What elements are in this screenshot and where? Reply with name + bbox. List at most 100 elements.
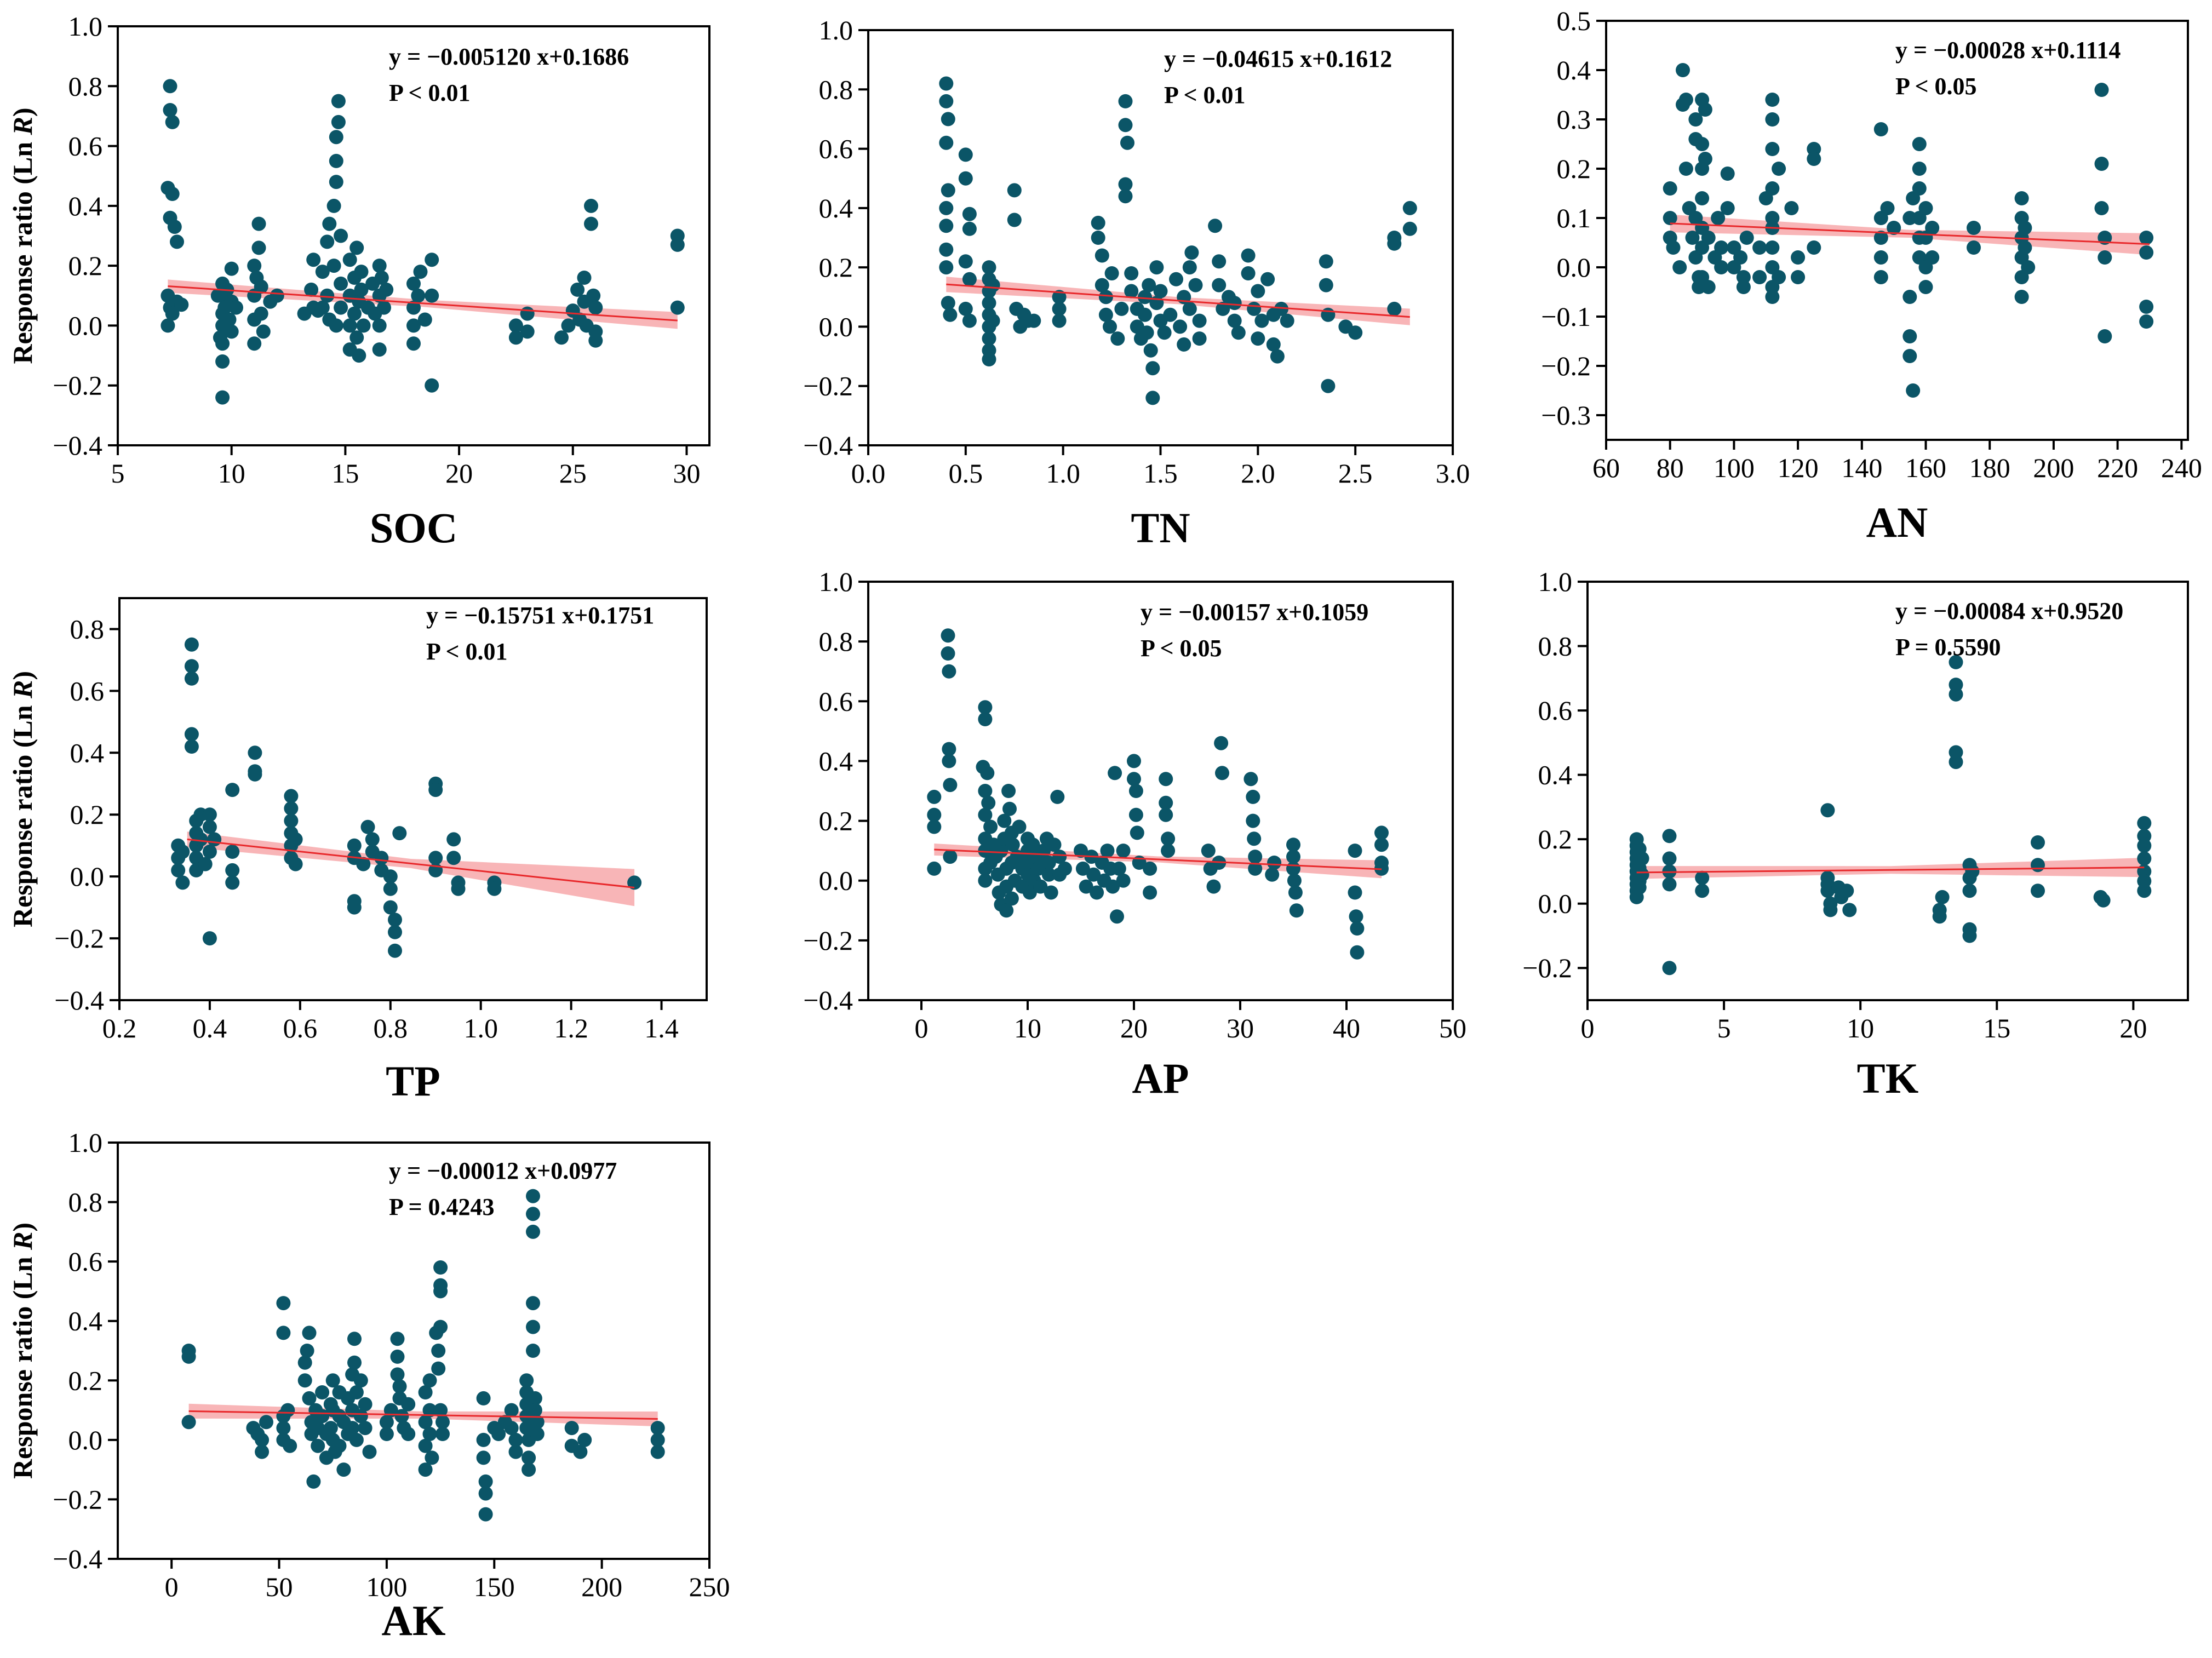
ap-data-point (1022, 885, 1037, 900)
ak-data-point (276, 1326, 291, 1340)
soc-data-point (270, 288, 284, 303)
ap-data-point (1348, 885, 1362, 900)
soc-data-point (352, 348, 366, 363)
ak-y-tick-label: −0.2 (53, 1484, 102, 1514)
soc-data-point (670, 300, 685, 315)
soc-data-point (425, 288, 439, 303)
an-data-point (1720, 167, 1735, 181)
tp-data-point (356, 857, 371, 871)
tk-y-tick-label: 0.2 (1538, 824, 1573, 854)
tn-data-point (1188, 278, 1203, 292)
an-data-point (1695, 137, 1710, 151)
ak-x-tick-label: 100 (366, 1571, 407, 1602)
tn-data-point (1027, 313, 1041, 328)
soc-data-point (349, 330, 364, 345)
ap-y-tick-label: 1.0 (819, 566, 853, 597)
an-p-value-label: P < 0.05 (1895, 73, 1977, 100)
ak-data-point (276, 1421, 291, 1436)
ap-data-point (978, 784, 993, 798)
tn-data-point (941, 112, 955, 127)
soc-x-tick-label: 10 (218, 458, 245, 489)
ak-data-point (431, 1361, 446, 1376)
soc-data-point (167, 220, 182, 234)
soc-data-point (174, 297, 189, 312)
tn-data-point (1138, 307, 1152, 322)
an-data-point (1887, 221, 1901, 235)
soc-data-point (213, 330, 227, 345)
ak-data-point (390, 1332, 405, 1346)
ak-data-point (311, 1438, 325, 1453)
tp-y-tick-label: −0.4 (54, 985, 104, 1016)
ak-data-point (315, 1385, 330, 1399)
tk-data-point (1935, 890, 1950, 904)
tn-data-point (943, 307, 958, 322)
an-data-point (1695, 191, 1710, 205)
soc-data-point (170, 234, 184, 249)
ap-data-point (1127, 772, 1141, 787)
ak-data-point (422, 1427, 437, 1441)
ap-data-point (1012, 819, 1027, 834)
tp-x-tick-label: 0.2 (102, 1013, 137, 1043)
ap-data-point (1047, 837, 1062, 852)
ak-data-point (353, 1373, 368, 1388)
tk-x-tick-label: 5 (1717, 1013, 1731, 1043)
an-data-point (1698, 152, 1712, 166)
tp-plot-frame (118, 597, 708, 1001)
tn-x-tick-label: 0.0 (851, 458, 886, 489)
ap-data-point (1052, 850, 1067, 864)
tk-y-tick-label: 1.0 (1538, 566, 1573, 597)
an-x-tick-label: 160 (1905, 452, 1946, 483)
ap-x-axis-title: AP (1132, 1054, 1189, 1102)
ap-data-point (1050, 789, 1065, 804)
ap-data-point (1041, 867, 1056, 882)
ak-data-point (347, 1355, 362, 1370)
tp-data-point (388, 913, 402, 927)
tp-data-point (428, 783, 443, 798)
ak-data-point (401, 1427, 416, 1441)
ak-data-point (345, 1421, 360, 1436)
tp-data-point (383, 881, 398, 896)
tn-data-point (1091, 231, 1105, 245)
soc-data-point (417, 312, 432, 327)
soc-data-point (331, 94, 346, 108)
soc-data-point (163, 79, 177, 94)
ap-data-point (1349, 909, 1363, 924)
ap-x-tick-label: 30 (1227, 1013, 1254, 1043)
ap-data-point (1079, 879, 1093, 894)
ak-data-point (519, 1421, 534, 1436)
tn-data-point (1251, 331, 1265, 346)
ak-equation-label: y = −0.00012 x+0.0977 (389, 1157, 617, 1184)
an-data-point (1701, 280, 1716, 294)
ak-data-point (528, 1403, 542, 1418)
ap-data-point (980, 766, 995, 781)
an-data-point (2098, 250, 2112, 265)
an-data-point (1873, 231, 1888, 245)
ap-data-point (978, 712, 993, 726)
soc-data-point (304, 282, 319, 297)
tn-data-point (1139, 325, 1154, 340)
tk-data-point (1962, 883, 1977, 898)
soc-data-point (354, 282, 369, 297)
tn-data-point (1142, 278, 1156, 292)
soc-data-point (372, 342, 387, 357)
soc-data-point (329, 318, 343, 333)
soc-data-point (347, 306, 362, 321)
ak-data-point (418, 1462, 433, 1477)
soc-data-point (520, 306, 535, 321)
ak-y-tick-label: 0.4 (68, 1306, 103, 1336)
soc-data-point (670, 237, 685, 252)
tn-data-point (962, 221, 977, 236)
tk-plot-frame (1586, 581, 2189, 1001)
soc-data-point (322, 216, 337, 231)
ak-data-point (418, 1415, 433, 1430)
an-x-tick-label: 120 (1778, 452, 1819, 483)
an-data-point (2021, 260, 2036, 274)
ap-data-point (1108, 766, 1122, 781)
ap-x-tick-label: 50 (1439, 1013, 1466, 1043)
soc-y-tick-label: 0.2 (68, 250, 103, 281)
ap-data-point (941, 646, 955, 661)
an-x-axis-title: AN (1866, 498, 1928, 546)
ap-equation-label: y = −0.00157 x+0.1059 (1141, 599, 1368, 626)
an-data-point (1791, 250, 1806, 265)
tn-data-point (939, 94, 954, 108)
